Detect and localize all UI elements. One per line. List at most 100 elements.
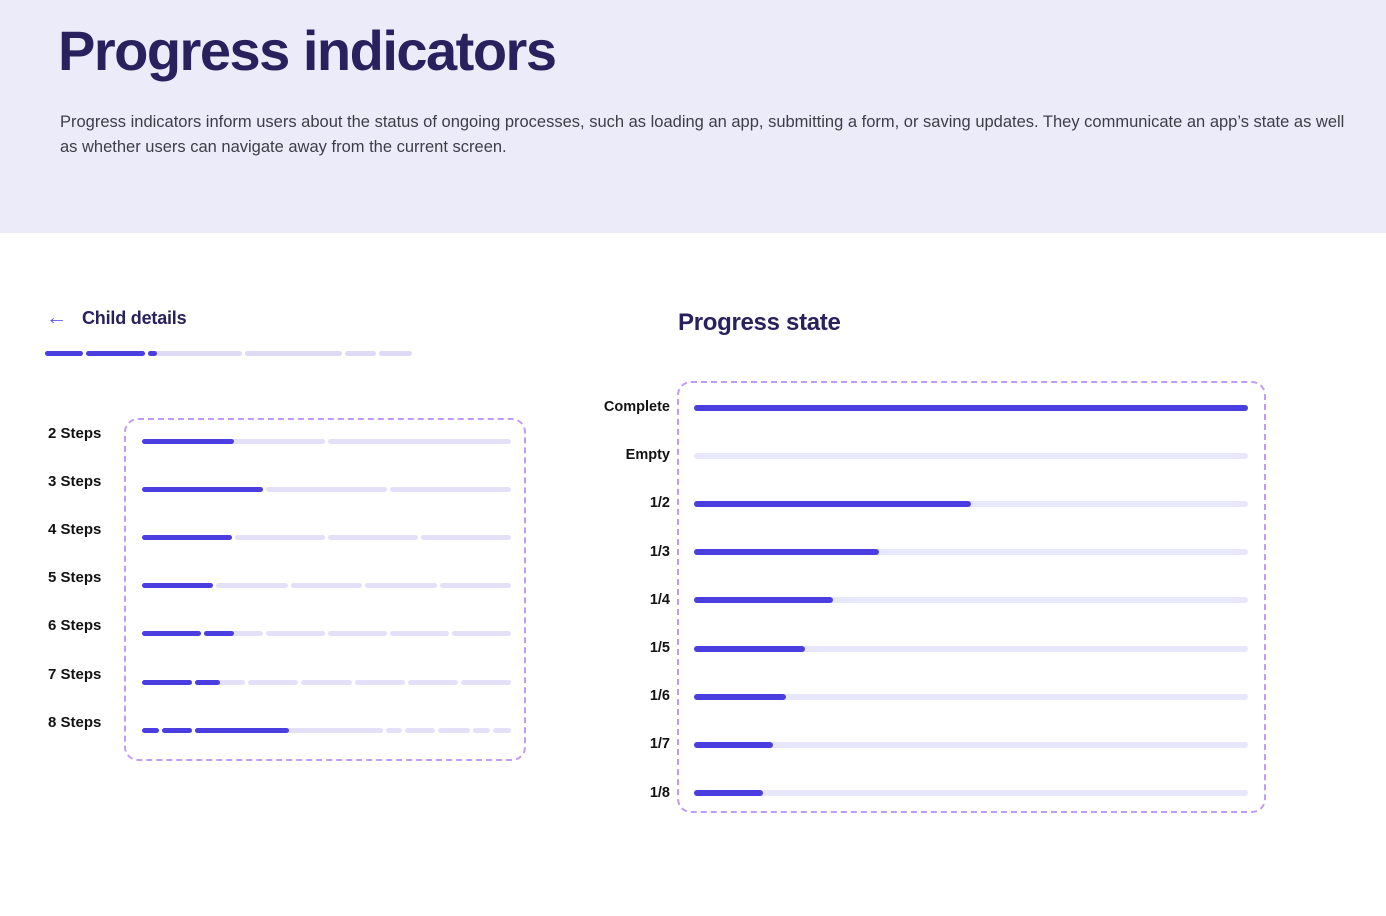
step-row-label: 3 Steps [48, 472, 102, 490]
back-arrow-icon[interactable]: ← [46, 306, 67, 329]
progress-state-box [677, 381, 1266, 813]
progress-track-segment [460, 679, 511, 685]
progress-fill [142, 583, 214, 589]
progress-track-segment [290, 583, 363, 589]
progress-track-segment [142, 438, 325, 444]
progress-fill [694, 693, 787, 700]
step-row-label: 7 Steps [48, 665, 102, 683]
progress-track-segment [142, 534, 232, 540]
progress-fill [142, 727, 160, 733]
step-row-label: 8 Steps [48, 713, 102, 731]
progress-track-segment [421, 534, 511, 540]
step-row-label: 4 Steps [48, 520, 102, 538]
state-row-label: 1/4 [649, 591, 670, 608]
progress-track-segment [328, 534, 418, 540]
state-row-label: Empty [625, 447, 670, 464]
progress-track-segment [245, 351, 342, 356]
progress-track-segment [390, 486, 511, 492]
progress-track-segment [354, 679, 405, 685]
progress-fill [142, 486, 263, 492]
progress-fill [694, 597, 833, 604]
progress-track-segment [365, 583, 437, 589]
segmented-progressbar [142, 534, 511, 540]
state-progressbar [694, 549, 1248, 556]
progress-fill [142, 534, 232, 540]
segmented-progressbar [142, 486, 511, 492]
progress-track-segment [386, 727, 403, 733]
page-description-line2: as whether users can navigate away from … [60, 138, 507, 156]
back-button[interactable]: ← Child details [46, 306, 187, 330]
progress-track-segment [407, 679, 458, 685]
progress-fill [694, 404, 1248, 411]
progress-fill [694, 790, 764, 797]
progress-state-heading: Progress state [678, 309, 841, 336]
header-band: Progress indicators Progress indicators … [0, 0, 1386, 233]
progress-fill [204, 631, 234, 637]
state-progressbar [694, 790, 1248, 797]
progress-fill [694, 500, 971, 507]
progress-track-segment [379, 351, 413, 356]
state-progressbar [694, 693, 1248, 700]
state-progressbar [694, 452, 1248, 459]
child-details-title: Child details [82, 307, 187, 328]
progress-track-segment [216, 583, 288, 589]
state-progressbar [694, 645, 1248, 652]
progress-track-segment [142, 631, 201, 637]
state-row-label: 1/3 [649, 543, 670, 560]
segmented-progressbar [142, 583, 512, 589]
progress-track-segment [472, 727, 490, 733]
segmented-progressbar [142, 438, 511, 444]
progress-fill [142, 438, 234, 444]
progress-fill [45, 351, 83, 356]
progress-fill [195, 679, 221, 685]
progress-track-segment [45, 351, 83, 356]
progress-track-segment [235, 534, 325, 540]
progress-track-segment [195, 727, 384, 733]
progress-fill [694, 741, 774, 748]
segmented-progressbar [142, 631, 511, 637]
progress-track-segment [438, 727, 470, 733]
state-row-label: Complete [603, 399, 670, 415]
progress-track-segment [492, 727, 511, 733]
segmented-progressbar [142, 727, 511, 733]
state-row-label: 1/5 [649, 640, 670, 656]
progress-track-segment [390, 631, 449, 637]
progress-track-segment [328, 438, 511, 444]
page-title: Progress indicators [58, 19, 557, 82]
progress-track-segment [142, 583, 214, 589]
progress-track-segment [301, 679, 352, 685]
progress-track-segment [405, 727, 436, 733]
progress-track-segment [344, 351, 377, 356]
progress-fill [694, 549, 879, 556]
progress-track-segment [142, 486, 263, 492]
step-row-label: 5 Steps [48, 569, 102, 587]
state-progressbar [694, 500, 1248, 507]
progress-track-segment [85, 351, 146, 356]
state-row-label: 1/6 [649, 688, 670, 705]
segmented-progressbar [45, 351, 413, 356]
progress-fill [162, 727, 193, 733]
state-row-label: 1/7 [649, 736, 670, 753]
state-row-label: 1/8 [649, 784, 670, 801]
progress-track-segment [148, 351, 243, 356]
segmented-progressbar [142, 679, 511, 685]
state-progressbar [694, 597, 1248, 604]
progress-fill [195, 727, 290, 733]
progress-track-segment [439, 583, 512, 589]
progress-track-segment [248, 679, 299, 685]
state-row-label: 1/2 [649, 495, 670, 512]
step-row-label: 6 Steps [48, 617, 102, 635]
progress-track-segment [266, 631, 325, 637]
progress-track-segment [162, 727, 193, 733]
state-progressbar [694, 741, 1248, 748]
progress-track-segment [142, 727, 160, 733]
page-description: Progress indicators inform users about t… [60, 110, 1386, 160]
progress-track-segment [328, 631, 387, 637]
progress-fill [148, 351, 158, 356]
progress-fill [142, 631, 201, 637]
progress-track-segment [195, 679, 246, 685]
progress-track-segment [204, 631, 263, 637]
progress-fill [142, 679, 193, 685]
step-row-label: 2 Steps [48, 424, 102, 442]
